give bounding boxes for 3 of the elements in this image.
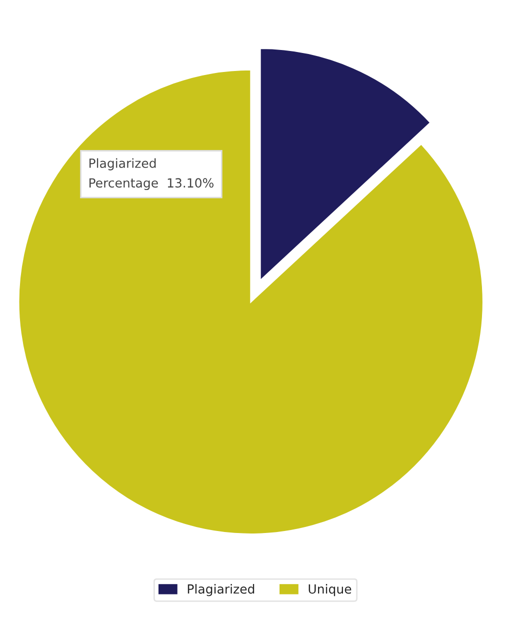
text: Plagiarized Percentage 13.10%: [89, 158, 214, 190]
legend-label: Unique: [308, 584, 352, 596]
legend-label: Plagiarized: [188, 584, 254, 596]
